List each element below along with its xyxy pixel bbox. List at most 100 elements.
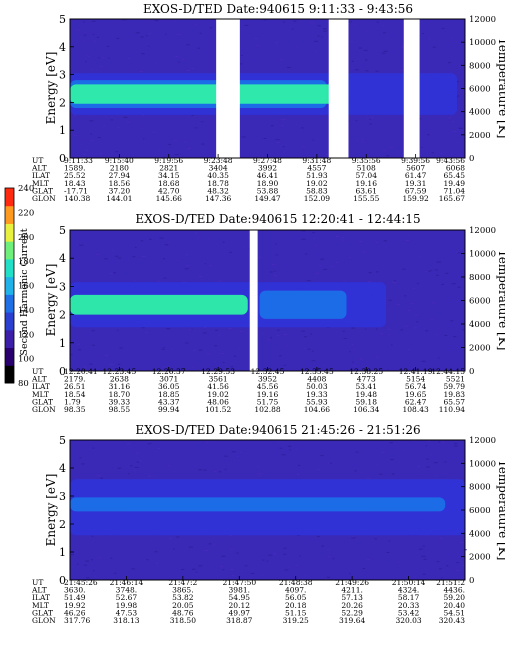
orbit-cell: 55.93 [306,397,328,406]
plot-texture [454,445,459,447]
orbit-cell: 4773 [357,375,376,384]
plot-texture [426,458,429,460]
plot-texture [142,114,145,116]
orbit-row-label: GLAT [32,397,53,406]
plot-texture [279,447,283,449]
plot-texture [81,140,84,142]
plot-texture [218,334,221,336]
plot-texture [195,571,198,573]
orbit-cell: 19.65 [405,390,427,399]
plot-texture [297,534,300,536]
plot-texture [404,295,407,297]
plot-texture [135,32,140,34]
y-right-tick-label: 2000 [469,131,491,141]
orbit-cell: 4324. [398,586,419,595]
orbit-cell: 5154 [406,375,425,384]
plot-texture [458,127,463,129]
plot-texture [437,328,439,330]
plot-texture [167,241,169,243]
plot-texture [218,471,222,473]
plot-texture [355,120,358,122]
plot-texture [335,262,340,264]
plot-texture [201,143,205,145]
panel-3-orbit-table: UTALTILATMLTGLATGLON21:45:263630.51.4919… [31,578,465,625]
plot-texture [413,440,415,442]
plot-texture [110,557,113,559]
orbit-cell: 51.75 [257,397,279,406]
y-tick-label: 3 [59,490,66,503]
y-tick-label: 2 [59,309,66,322]
orbit-cell: 52.29 [341,608,363,617]
plot-texture [328,556,332,558]
plot-texture [439,568,442,570]
orbit-cell: 165.67 [439,194,465,203]
plot-texture [188,546,193,548]
plot-texture [321,114,324,116]
plot-texture [450,320,454,322]
orbit-cell: 18.68 [158,179,180,188]
plot-texture [435,474,438,476]
plot-texture [316,468,320,470]
plot-texture [368,118,371,120]
orbit-cell: 6068 [446,164,465,173]
plot-texture [315,272,320,274]
plot-texture [231,575,235,577]
y-right-tick-label: 6000 [469,506,491,516]
plot-texture [93,40,97,42]
plot-texture [416,283,419,285]
orbit-row-label: GLAT [32,608,53,617]
plot-texture [269,271,273,273]
plot-texture [304,348,307,350]
plot-texture [330,265,334,267]
y-tick-label: 1 [59,546,66,559]
plot-texture [189,328,192,330]
plot-texture [203,326,207,328]
orbit-cell: 39.33 [109,397,131,406]
orbit-cell: 12:38:25 [349,367,383,376]
plot-texture [227,327,232,329]
y-right-tick-label: 6000 [469,297,491,307]
plot-texture [141,53,145,55]
colorbar-tick-label: 220 [18,208,34,218]
plot-texture [126,121,131,123]
orbit-cell: 20.05 [172,601,194,610]
plot-texture [146,35,148,37]
plot-texture [283,553,286,555]
plot-texture [272,264,276,266]
plot-texture [197,47,201,49]
plot-texture [165,33,168,35]
plot-texture [230,569,234,571]
colorbar-tick-label: 180 [18,257,34,267]
plot-texture [379,473,383,475]
plot-texture [321,36,323,38]
orbit-cell: 42.70 [158,186,180,195]
y-right-tick-label: 10000 [469,38,496,48]
plot-texture [181,569,185,571]
plot-texture [101,57,105,59]
plot-texture [148,45,150,47]
plot-texture [241,570,244,572]
orbit-cell: 108.43 [403,405,429,414]
plot-texture [74,115,77,117]
plot-texture [99,153,103,155]
plot-texture [283,547,287,549]
plot-texture [430,270,433,272]
orbit-cell: 4557 [307,164,326,173]
plot-texture [276,335,280,337]
plot-texture [320,258,324,260]
plot-texture [258,257,262,259]
plot-texture [427,440,431,442]
plot-texture [421,360,426,362]
orbit-row-label: UT [32,367,43,376]
plot-texture [354,470,357,472]
orbit-cell: 20.33 [398,601,420,610]
plot-texture [311,360,316,362]
orbit-row-label: ALT [31,586,47,595]
plot-texture [457,142,460,144]
plot-texture [462,329,465,331]
plot-texture [181,340,184,342]
plot-texture [325,154,330,156]
plot-texture [104,354,109,356]
panel-1-ylabel-right: Temperature [K] [496,38,505,139]
orbit-cell: 5108 [357,164,376,173]
